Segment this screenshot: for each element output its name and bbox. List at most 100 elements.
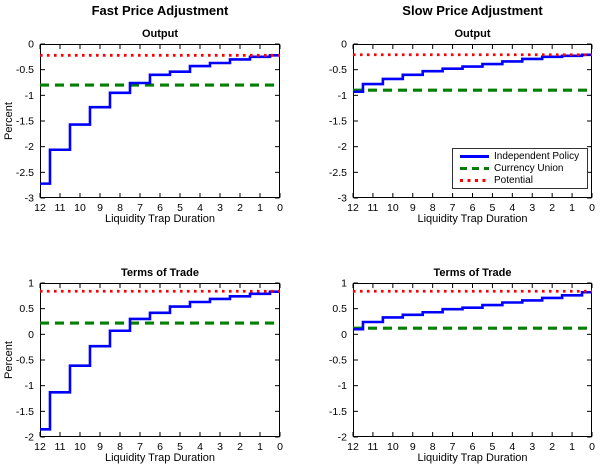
- y-axis-label-top-row: Percent: [3, 102, 15, 140]
- svg-text:2: 2: [549, 441, 555, 453]
- svg-text:3: 3: [529, 441, 535, 453]
- svg-text:6: 6: [470, 441, 476, 453]
- x-axis-label-slow-terms-of-trade: Liquidity Trap Duration: [417, 452, 528, 464]
- svg-text:4: 4: [509, 441, 515, 453]
- svg-text:0: 0: [277, 441, 283, 453]
- svg-text:11: 11: [55, 441, 66, 453]
- svg-text:-1.5: -1.5: [329, 406, 347, 418]
- svg-text:8: 8: [430, 202, 436, 214]
- svg-text:1: 1: [257, 441, 263, 453]
- svg-text:-3: -3: [25, 193, 34, 205]
- svg-text:7: 7: [450, 202, 456, 214]
- svg-text:1: 1: [569, 202, 575, 214]
- legend-line-sample-dashed: [460, 167, 489, 170]
- svg-text:7: 7: [137, 441, 143, 453]
- svg-text:7: 7: [137, 202, 143, 214]
- svg-text:9: 9: [97, 441, 103, 453]
- svg-text:0: 0: [341, 39, 347, 51]
- svg-text:8: 8: [117, 202, 123, 214]
- legend-line-sample-dotted: [460, 178, 489, 182]
- svg-text:3: 3: [217, 202, 223, 214]
- svg-text:-0.5: -0.5: [329, 355, 347, 367]
- svg-text:-0.5: -0.5: [16, 64, 34, 76]
- svg-text:5: 5: [177, 441, 183, 453]
- x-axis-label-fast-output: Liquidity Trap Duration: [104, 213, 216, 225]
- svg-text:10: 10: [74, 441, 86, 453]
- svg-text:12: 12: [34, 441, 46, 453]
- svg-text:8: 8: [117, 441, 123, 453]
- svg-text:7: 7: [450, 441, 456, 453]
- svg-text:-1: -1: [338, 90, 347, 102]
- svg-text:-3: -3: [338, 193, 347, 205]
- svg-text:-0.5: -0.5: [329, 64, 347, 76]
- svg-text:-0.5: -0.5: [16, 355, 34, 367]
- svg-text:12: 12: [34, 202, 46, 214]
- svg-text:6: 6: [157, 441, 163, 453]
- svg-text:-1: -1: [25, 380, 34, 392]
- svg-text:2: 2: [549, 202, 555, 214]
- svg-text:-2: -2: [338, 141, 347, 153]
- svg-text:3: 3: [529, 202, 535, 214]
- svg-text:0: 0: [28, 329, 34, 341]
- svg-text:3: 3: [217, 441, 223, 453]
- svg-text:5: 5: [177, 202, 183, 214]
- svg-text:0.5: 0.5: [332, 303, 347, 315]
- svg-text:10: 10: [74, 202, 86, 214]
- svg-text:11: 11: [367, 202, 378, 214]
- svg-text:-2: -2: [25, 432, 34, 444]
- column-title-fast: Fast Price Adjustment: [91, 3, 229, 18]
- svg-text:-2.5: -2.5: [329, 167, 347, 179]
- svg-text:8: 8: [430, 441, 436, 453]
- svg-text:4: 4: [197, 441, 203, 453]
- subplot-title-fast-output: Output: [141, 28, 179, 40]
- svg-text:0.5: 0.5: [19, 303, 34, 315]
- legend-label: Currency Union: [494, 163, 564, 174]
- column-title-slow: Slow Price Adjustment: [402, 3, 543, 18]
- svg-text:1: 1: [341, 278, 347, 290]
- plot-fast-output: 12 11 10 9 8 7 6 5 4 3 2 1 00-0.5-1-1.5-2-2.5-3: [16, 39, 283, 215]
- svg-text:-1: -1: [25, 90, 34, 102]
- svg-text:1: 1: [257, 202, 263, 214]
- svg-text:5: 5: [489, 202, 495, 214]
- svg-text:0: 0: [277, 202, 283, 214]
- plot-slow-terms-of-trade: 12 11 10 9 8 7 6 5 4 3 2 1 010.50-0.5-1-1.5-2: [329, 278, 595, 454]
- svg-text:11: 11: [55, 202, 66, 214]
- svg-text:-2: -2: [25, 141, 34, 153]
- svg-text:4: 4: [197, 202, 203, 214]
- x-axis-label-fast-terms-of-trade: Liquidity Trap Duration: [104, 452, 216, 464]
- subplot-title-fast-terms-of-trade: Terms of Trade: [120, 267, 200, 279]
- legend-label: Independent Policy: [494, 151, 580, 163]
- svg-text:1: 1: [28, 278, 34, 290]
- svg-text:6: 6: [157, 202, 163, 214]
- svg-text:12: 12: [347, 441, 359, 453]
- svg-text:9: 9: [410, 441, 416, 453]
- plot-fast-terms-of-trade: 12 11 10 9 8 7 6 5 4 3 2 1 010.50-0.5-1-1.5-2: [16, 278, 283, 454]
- y-axis-label-bottom-row: Percent: [3, 341, 15, 379]
- legend-entry-independent-policy: Independent Policy: [460, 151, 585, 163]
- subplot-title-slow-output: Output: [454, 28, 491, 40]
- svg-text:9: 9: [410, 202, 416, 214]
- svg-text:9: 9: [97, 202, 103, 214]
- svg-text:0: 0: [28, 39, 34, 51]
- plot-slow-output: 12 11 10 9 8 7 6 5 4 3 2 1 00-0.5-1-1.5-2-2.5-3: [329, 39, 595, 215]
- svg-text:0: 0: [589, 441, 595, 453]
- subplot-title-slow-terms-of-trade: Terms of Trade: [433, 267, 512, 279]
- svg-text:-1.5: -1.5: [16, 406, 34, 418]
- svg-text:2: 2: [237, 441, 243, 453]
- x-axis-label-slow-output: Liquidity Trap Duration: [417, 213, 528, 225]
- legend-line-sample-solid: [460, 155, 489, 159]
- legend-label: Potential: [494, 174, 533, 186]
- svg-text:-2.5: -2.5: [16, 167, 34, 179]
- svg-text:-1: -1: [338, 380, 347, 392]
- svg-text:5: 5: [489, 441, 495, 453]
- svg-text:-2: -2: [338, 432, 347, 444]
- svg-text:12: 12: [347, 202, 359, 214]
- svg-text:6: 6: [470, 202, 476, 214]
- svg-text:0: 0: [589, 202, 595, 214]
- legend-entry-currency-union: Currency Union: [460, 163, 585, 175]
- svg-text:0: 0: [341, 329, 347, 341]
- legend-box: Independent Policy Currency Union Potent…: [452, 148, 588, 189]
- svg-text:10: 10: [387, 202, 399, 214]
- svg-text:1: 1: [569, 441, 575, 453]
